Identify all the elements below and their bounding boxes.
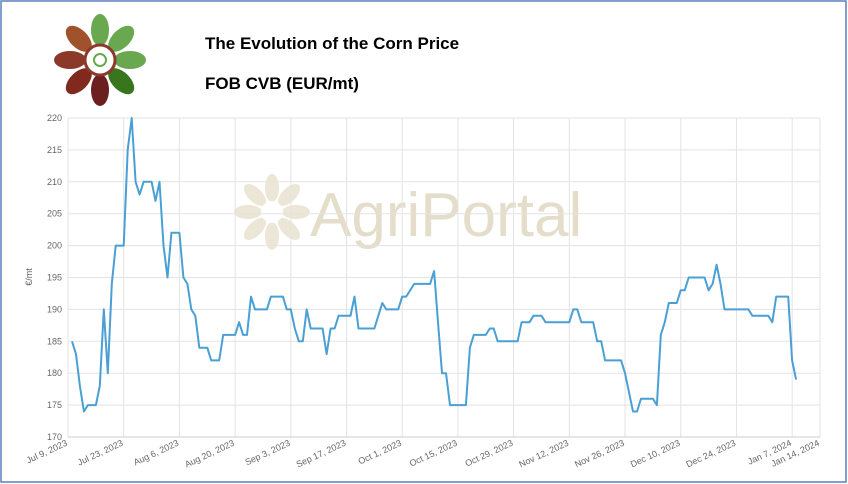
logo — [54, 14, 146, 106]
y-tick-label: 185 — [47, 336, 62, 346]
y-tick-label: 215 — [47, 145, 62, 155]
y-tick-label: 190 — [47, 304, 62, 314]
y-tick-label: 175 — [47, 400, 62, 410]
y-tick-label: 170 — [47, 432, 62, 442]
watermark-icon — [234, 174, 310, 250]
y-tick-label: 210 — [47, 177, 62, 187]
y-axis-label: €/mt — [24, 268, 34, 286]
chart-title: The Evolution of the Corn Price — [205, 34, 459, 53]
y-tick-label: 220 — [47, 113, 62, 123]
watermark: AgriPortal — [310, 181, 582, 250]
y-tick-label: 195 — [47, 273, 62, 283]
y-tick-label: 180 — [47, 368, 62, 378]
y-tick-label: 205 — [47, 209, 62, 219]
y-tick-label: 200 — [47, 241, 62, 251]
chart-subtitle: FOB CVB (EUR/mt) — [205, 74, 359, 93]
line — [71, 117, 798, 413]
